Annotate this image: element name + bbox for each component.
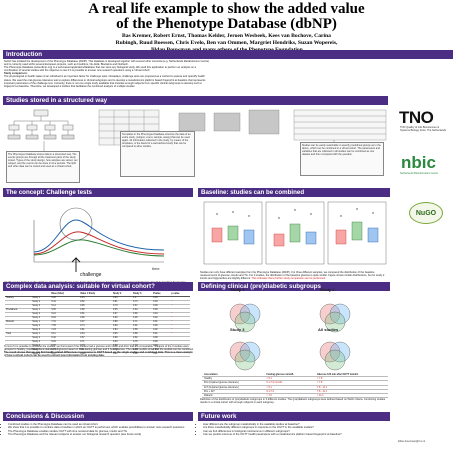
complex-caption: To test if it is possible to combine the…: [4, 345, 194, 361]
authors-line2: Rubingh, Ruud Boessen, Chris Evelo, Ben …: [115, 40, 338, 47]
stats-row: Study 3 6.04 0.66 0.96 0.28 0.02 *: [5, 316, 190, 321]
intro-line: important parameters of the challenge te…: [4, 81, 202, 85]
boxplot-tg: [335, 221, 379, 245]
studies-box-left: The Phenotype Database stores data in a …: [6, 151, 80, 183]
stats-row: Study 6 6.37 0.69 0.91 0.88 0.01 *: [5, 352, 190, 357]
section-future-work: Future work: [198, 412, 390, 421]
study-icons: [178, 109, 280, 135]
baseline-boxplots: [203, 201, 387, 265]
tno-affiliation: TNO Quality of Life Biosciences & System…: [400, 126, 447, 132]
intro-line: and is currently used within several Eur…: [4, 63, 129, 67]
baseline-caption-text: Studies can only have different samples …: [200, 271, 385, 281]
stats-row: Prediabetic Study 1 5.95 0.58 0.95 0.84 0.08: [5, 308, 190, 313]
stats-row: Study 5 6.28 0.61 0.92 1.05 0.04 *: [5, 348, 190, 353]
stats-header-row: Base (Gluc) Value 1 Study Study 2 Study 3 …: [5, 293, 190, 297]
conclusion-item: We show that it is possible to combine d…: [8, 426, 194, 429]
conclusion-item: Combined studies in the Phenotype Databa…: [8, 423, 194, 426]
future-work-list: How different are the subgroup metabolic…: [199, 423, 389, 436]
section-challenge-tests: The concept: Challenge tests: [3, 188, 193, 197]
boxplot-glucose: [211, 225, 255, 245]
stats-table: Base (Gluc) Value 1 Study Study 2 Study 3 …: [5, 293, 190, 357]
intro-line: combination of several studies with the …: [4, 69, 151, 73]
stats-row: Study 2 6.42 0.57 0.98 0.82 0.08: [5, 336, 190, 341]
stats-row: Study 3 7.23 0.81 0.84 0.58 0.02 *: [5, 328, 190, 333]
study-structure-diagram: [7, 109, 387, 151]
intro-line: The physiological or health status of an…: [4, 75, 205, 79]
poster-header: A real life example to show the added va…: [0, 2, 453, 54]
tno-logo: TNO: [399, 108, 434, 127]
venn-study-3: [229, 341, 261, 371]
response-curve-3: [33, 239, 165, 257]
subgroups-caption: Definition of the distribution of (pre)d…: [200, 398, 386, 405]
section-introduction: Introduction: [3, 50, 453, 59]
conclusion-item: The Phenotype Database enables studies O…: [8, 430, 194, 433]
intro-line: NuGO has initiated the development of th…: [4, 60, 210, 63]
query-table: [293, 109, 387, 141]
section-complex-data: Complex data analysis: suitable for virt…: [3, 282, 193, 291]
nugo-logo: NuGO: [409, 202, 443, 224]
challenge-arrow-icon: [71, 256, 81, 272]
study-tree: [7, 109, 75, 140]
venn-all-studies: [319, 341, 351, 371]
future-item: Can we predict outcome of the OGTT healt…: [203, 433, 389, 436]
stats-row: Study 2 6.21 0.61 0.97 0.86 0.04 *: [5, 312, 190, 317]
venn-label-all: All studies: [318, 327, 339, 332]
section-baseline: Baseline: studies can be combined: [198, 188, 390, 197]
complex-highlight: The result shows that we can find health…: [4, 351, 193, 358]
intro-line: The Phenotype Database (www.dbnp.org) is…: [4, 66, 197, 70]
subgroup-header-row: Association Fasting glucose mmol/L Gluco…: [202, 373, 388, 378]
venn-label-study-3: Study 3: [230, 327, 245, 332]
intro-line: Study comparison:: [4, 72, 28, 76]
future-item: Are there metabolically different subgro…: [203, 426, 389, 429]
challenge-label: challenge: [80, 272, 102, 278]
complex-caption-text: To test if it is possible to combine the…: [4, 345, 194, 352]
venn-label-study-2: Study 2: [320, 287, 335, 292]
time-axis-label: time: [152, 266, 160, 271]
contact-email[interactable]: jildau.bouwman@tno.nl: [398, 440, 426, 443]
studies-box-middle: Templates in the Phenotype Database stru…: [120, 131, 195, 177]
response-curve-2: [33, 231, 165, 255]
studies-box-right: Studies can be easily searchable to spec…: [300, 142, 384, 176]
venn-study-1: [229, 303, 261, 333]
baseline-caption: Studies can only have different samples …: [200, 271, 390, 285]
section-studies-stored: Studies stored in a structured way: [3, 96, 388, 105]
stats-row: Study 3 6.18 0.71 0.93 0.76 0.06: [5, 340, 190, 345]
stats-row: Study 2 7.55 0.74 0.99 0.91 0.05 *: [5, 324, 190, 329]
future-item: Can we find differences in biological me…: [203, 430, 389, 433]
boxplot-insulin: [273, 223, 317, 247]
poster-title-line1: A real life example to show the added va…: [88, 1, 365, 17]
subgroup-row: IGT (impaired glucose tolerance) < 6.1 7.8…: [202, 385, 388, 390]
subgroup-row: Healthy < 6.1 < 7.8: [202, 376, 388, 382]
conclusion-item: The Phenotype Database and the relevant …: [8, 433, 194, 436]
subgroup-row: Diabetic > 7.0 > 11.1: [202, 393, 388, 399]
future-item: How different are the subgroup metabolic…: [203, 423, 389, 426]
subgroup-row: IFG (impaired glucose tolerance) 6.1-7.0 …: [202, 380, 388, 386]
authors-line1: Bas Kremer, Robert Ernst, Thomas Kelder,…: [122, 33, 331, 39]
subgroup-row: IFG + IGT 6.1-7.0 7.8 - 11.1: [202, 389, 388, 395]
venn-study-2: [319, 303, 351, 333]
conclusions-list: Combined studies in the Phenotype Databa…: [4, 423, 194, 436]
stats-row: Healthy Study 1 5.08 0.44 0.86 1.9 0.08: [5, 296, 190, 301]
stats-row: Study 4 6.05 0.73 0.99 1.04 0.02 *: [5, 344, 190, 349]
venn-diagrams: [229, 303, 351, 371]
nbic-affiliation: Netherlands Bioinformatics Centre: [400, 172, 439, 175]
stats-row: Diabetic Study 1 7.31 0.07 0.88 0.71 0.01 *: [5, 320, 190, 325]
section-subgroups: Defining clinical (pre)diabetic subgroup…: [198, 282, 390, 291]
intro-line: fingerprint at baseline. Therefore, we d…: [4, 84, 136, 88]
intro-line: status. We used the oral glucose toleran…: [4, 78, 206, 82]
stats-row: Total Study 1 6.11 0.64 0.95 0.88 0.01 *: [5, 332, 190, 337]
stats-row: Study 2 5.41 0.52 0.81 0.73 0.03 *: [5, 300, 190, 305]
challenge-ring: [59, 207, 93, 241]
nbic-logo: nbic: [401, 153, 436, 172]
venn-label-study-1: Study 1: [230, 287, 245, 292]
poster-title-line2: of the Phenotype Database (dbNP): [116, 16, 337, 32]
stats-row: Study 3 5.14 0.65 0.79 0.67 0.05 *: [5, 304, 190, 309]
baseline-highlight: This indicates that a further study comp…: [251, 277, 326, 281]
section-conclusions: Conclusions & Discussion: [3, 412, 193, 421]
challenge-diagram: challenge time: [33, 207, 165, 278]
intro-text: NuGO has initiated the development of th…: [4, 60, 450, 90]
subgroup-table: Association Fasting glucose mmol/L Gluco…: [202, 373, 388, 399]
response-curve-1: [33, 219, 165, 253]
